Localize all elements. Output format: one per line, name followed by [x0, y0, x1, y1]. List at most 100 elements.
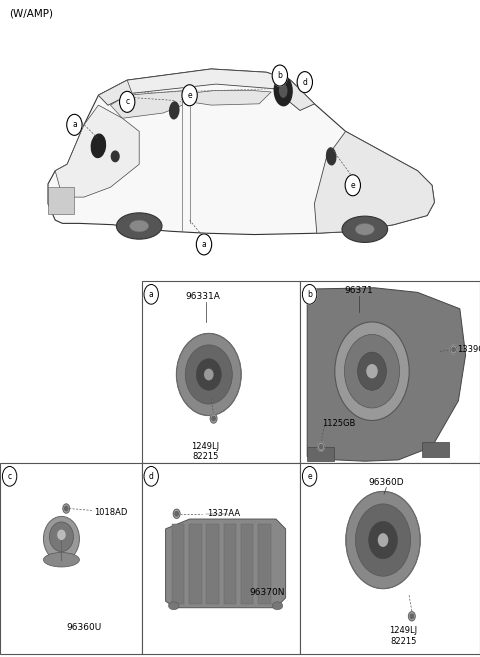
Polygon shape — [98, 80, 132, 105]
Ellipse shape — [346, 491, 420, 589]
Text: d: d — [302, 78, 307, 87]
Bar — [224, 524, 236, 604]
Bar — [300, 463, 480, 654]
Text: (W/AMP): (W/AMP) — [10, 9, 54, 18]
Ellipse shape — [169, 101, 180, 120]
Text: 1018AD: 1018AD — [94, 508, 128, 517]
Circle shape — [120, 91, 135, 112]
Ellipse shape — [369, 522, 397, 558]
Text: a: a — [149, 290, 154, 299]
Circle shape — [196, 234, 212, 255]
Ellipse shape — [344, 334, 399, 408]
Text: e: e — [350, 181, 355, 190]
Circle shape — [272, 65, 288, 86]
Text: e: e — [187, 91, 192, 100]
Polygon shape — [166, 519, 286, 608]
Circle shape — [144, 466, 158, 486]
Polygon shape — [190, 91, 271, 105]
Ellipse shape — [57, 530, 66, 540]
Circle shape — [302, 284, 317, 304]
Bar — [258, 524, 271, 604]
Text: 1249LJ
82215: 1249LJ 82215 — [192, 442, 219, 461]
Text: 1337AA: 1337AA — [207, 509, 240, 518]
Ellipse shape — [168, 602, 179, 610]
Ellipse shape — [355, 223, 374, 235]
Polygon shape — [55, 105, 139, 197]
Bar — [0, 463, 142, 654]
Ellipse shape — [358, 352, 386, 390]
Polygon shape — [274, 80, 314, 110]
Circle shape — [64, 506, 68, 511]
Bar — [422, 442, 449, 457]
Bar — [48, 187, 74, 214]
Ellipse shape — [326, 147, 336, 166]
Ellipse shape — [177, 334, 241, 416]
Bar — [142, 281, 300, 463]
Text: 96370N: 96370N — [250, 588, 285, 597]
Circle shape — [182, 85, 197, 106]
Bar — [206, 524, 219, 604]
Text: 96360D: 96360D — [369, 478, 404, 487]
Ellipse shape — [204, 369, 214, 380]
Polygon shape — [48, 69, 434, 235]
Text: c: c — [8, 472, 12, 481]
Circle shape — [450, 345, 457, 354]
Ellipse shape — [196, 359, 221, 390]
Circle shape — [345, 175, 360, 196]
Circle shape — [410, 614, 413, 619]
Ellipse shape — [185, 345, 232, 404]
Polygon shape — [110, 91, 182, 118]
Ellipse shape — [43, 553, 79, 567]
Bar — [142, 463, 300, 654]
Text: b: b — [307, 290, 312, 299]
Circle shape — [318, 442, 324, 451]
Text: 96331A: 96331A — [185, 292, 220, 302]
Circle shape — [320, 444, 323, 449]
Circle shape — [210, 414, 217, 423]
Circle shape — [452, 347, 455, 352]
Ellipse shape — [116, 213, 162, 239]
Text: b: b — [277, 71, 282, 80]
Ellipse shape — [49, 522, 73, 552]
Bar — [189, 524, 202, 604]
Bar — [241, 524, 253, 604]
Circle shape — [173, 509, 180, 518]
Bar — [172, 524, 184, 604]
Circle shape — [63, 504, 70, 513]
Text: 96360U: 96360U — [66, 623, 102, 632]
Circle shape — [111, 151, 119, 162]
Circle shape — [67, 114, 82, 135]
Circle shape — [302, 466, 317, 486]
Ellipse shape — [272, 602, 283, 610]
Text: e: e — [307, 472, 312, 481]
Circle shape — [408, 612, 415, 621]
Circle shape — [212, 417, 215, 421]
Ellipse shape — [335, 322, 409, 420]
Ellipse shape — [279, 83, 288, 98]
Text: 1339CC: 1339CC — [457, 345, 480, 354]
Polygon shape — [307, 288, 466, 461]
Bar — [300, 281, 480, 463]
Text: c: c — [125, 97, 129, 106]
Text: 1125GB: 1125GB — [323, 419, 356, 428]
Ellipse shape — [130, 220, 149, 232]
Polygon shape — [314, 131, 434, 233]
Polygon shape — [98, 69, 314, 110]
Circle shape — [297, 72, 312, 93]
Ellipse shape — [91, 133, 106, 158]
Text: 96371: 96371 — [345, 286, 373, 295]
Text: a: a — [72, 120, 77, 129]
Ellipse shape — [378, 533, 388, 547]
Bar — [307, 447, 334, 461]
Circle shape — [175, 511, 179, 516]
Ellipse shape — [274, 75, 293, 106]
Ellipse shape — [43, 516, 79, 561]
Ellipse shape — [366, 364, 378, 378]
Ellipse shape — [355, 504, 411, 576]
Text: a: a — [202, 240, 206, 249]
Circle shape — [144, 284, 158, 304]
Ellipse shape — [342, 216, 388, 242]
Text: d: d — [149, 472, 154, 481]
Text: 1249LJ
82215: 1249LJ 82215 — [389, 626, 417, 646]
Circle shape — [2, 466, 17, 486]
